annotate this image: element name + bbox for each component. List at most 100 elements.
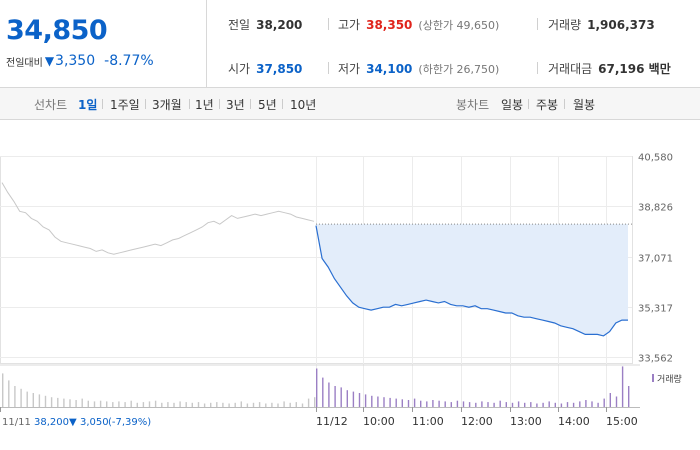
stat-low: 저가 34,100 (하한가 26,750): [338, 60, 499, 77]
volume-bar: [358, 393, 361, 407]
volume-bar: [57, 397, 59, 407]
volume-bar: [130, 400, 132, 407]
volume-bar: [142, 402, 145, 407]
volume-bar: [591, 401, 593, 407]
divider: [219, 99, 220, 109]
x-tick-label: 13:00: [510, 415, 542, 428]
volume-legend-swatch: [652, 374, 654, 382]
volume-bar: [517, 401, 520, 407]
divider: [102, 99, 103, 109]
x-tick-label: 11:00: [412, 415, 444, 428]
change-row: 전일대비 ▼ 3,350 -8.77%: [6, 53, 154, 69]
volume-bar: [271, 402, 273, 407]
volume-bar: [228, 403, 230, 407]
volume-bar: [258, 402, 261, 407]
volume-bar: [185, 402, 187, 407]
price-box: 34,850 전일대비 ▼ 3,350 -8.77%: [0, 0, 207, 88]
period-10y[interactable]: 10년: [290, 98, 317, 112]
divider: [537, 18, 538, 30]
volume-bar: [413, 398, 416, 407]
volume-bar: [179, 401, 181, 407]
x-tick-label: 12:00: [461, 415, 493, 428]
volume-bar: [289, 402, 291, 407]
candle-chart-label: 봉차트: [456, 98, 490, 112]
volume-bar: [621, 366, 624, 407]
period-3m[interactable]: 3개월: [152, 98, 182, 112]
volume-bar: [511, 402, 514, 407]
candle-monthly[interactable]: 월봉: [573, 98, 596, 112]
volume-bars-today: [316, 366, 630, 407]
period-1y[interactable]: 1년: [195, 98, 214, 112]
volume-bar: [8, 380, 10, 407]
period-1d[interactable]: 1일: [78, 98, 98, 112]
volume-bar: [395, 398, 397, 407]
volume-bar: [499, 400, 501, 407]
volume-bar: [14, 386, 16, 407]
volume-bar: [295, 402, 297, 407]
y-tick-label: 33,562: [638, 354, 673, 365]
volume-bar: [407, 400, 410, 407]
line-chart-label: 선차트: [34, 98, 68, 112]
volume-bar: [118, 401, 120, 407]
volume-bar: [93, 401, 96, 407]
today-area-fill: [316, 224, 628, 336]
volume-bar: [20, 388, 22, 407]
volume-bar: [75, 400, 77, 407]
y-tick-label: 38,826: [638, 203, 673, 214]
divider: [328, 18, 329, 30]
volume-bar: [81, 398, 83, 407]
stat-high: 고가 38,350 (상한가 49,650): [338, 16, 499, 33]
stat-label: 시가: [228, 62, 251, 76]
x-tick-label: 10:00: [363, 415, 395, 428]
volume-bar: [468, 402, 471, 407]
volume-bar: [252, 402, 255, 407]
divider: [250, 99, 251, 109]
volume-bar: [167, 402, 169, 407]
prev-day-price-line: [1, 182, 315, 255]
volume-bar: [148, 401, 151, 407]
volume-bar: [542, 402, 544, 407]
volume-bar: [340, 387, 342, 407]
volume-bar: [277, 403, 279, 407]
candle-daily[interactable]: 일봉: [501, 98, 524, 112]
volume-bar: [154, 400, 157, 407]
down-arrow-icon: ▼: [44, 54, 55, 68]
volume-bar: [377, 396, 379, 407]
prev-day-change: 3,050: [80, 417, 109, 428]
volume-bar: [628, 386, 630, 407]
volume-bar: [191, 402, 193, 407]
volume-bar: [161, 402, 163, 407]
volume-bar: [352, 391, 355, 407]
volume-bar: [124, 402, 126, 407]
divider: [145, 99, 146, 109]
period-1w[interactable]: 1주일: [110, 98, 140, 112]
volume-bar: [493, 402, 495, 407]
volume-bar: [487, 402, 489, 407]
stat-value: 1,906,373: [587, 18, 655, 32]
divider: [564, 99, 565, 109]
volume-bar: [328, 382, 330, 407]
prev-day-down-icon: ▼: [69, 417, 77, 428]
candle-weekly[interactable]: 주봉: [536, 98, 559, 112]
period-3y[interactable]: 3년: [226, 98, 245, 112]
volume-bar: [316, 368, 318, 407]
volume-bar: [240, 401, 242, 407]
volume-bar: [210, 402, 212, 407]
prev-day-rate: (-7,39%): [108, 417, 151, 428]
change-value: 3,350: [55, 53, 96, 69]
x-tick-label: 11/12: [316, 415, 348, 428]
volume-bar: [216, 402, 218, 407]
volume-bar: [222, 402, 224, 407]
volume-bar: [554, 402, 556, 407]
stat-value: 38,350: [366, 18, 413, 32]
stat-open: 시가 37,850: [228, 60, 302, 77]
period-5y[interactable]: 5년: [258, 98, 277, 112]
volume-bar: [246, 403, 249, 407]
x-axis-ticks: 11/12 10:00 11:00 12:00 13:00 14:00 15:00: [0, 407, 638, 428]
period-bar: 선차트 1일 1주일 3개월 1년 3년 5년 10년 봉차트 일봉 주봉 월봉: [0, 88, 700, 120]
price-chart[interactable]: 40,580 38,826 37,071 35,317 33,562 거래량 11/12…: [0, 120, 700, 450]
volume-bar: [283, 401, 285, 407]
current-price: 34,850: [6, 15, 108, 46]
volume-bar: [432, 400, 434, 407]
volume-bar: [346, 390, 348, 407]
